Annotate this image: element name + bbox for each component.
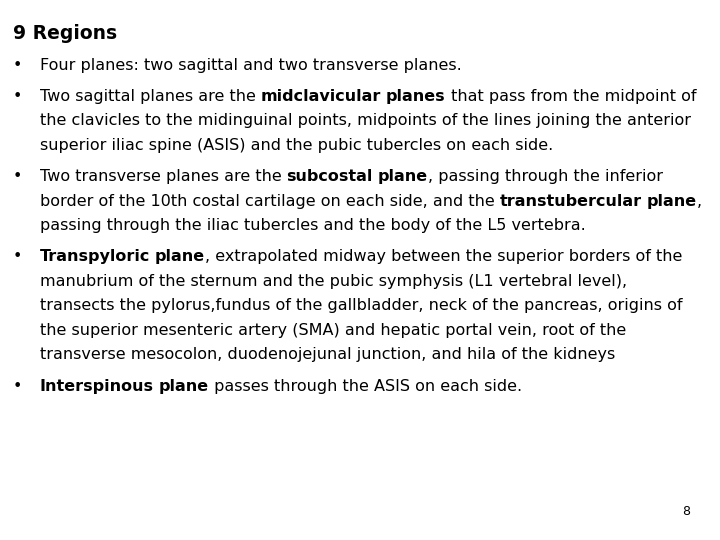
Text: Four planes: two sagittal and two transverse planes.: Four planes: two sagittal and two transv… <box>40 58 462 73</box>
Text: transects the pylorus,fundus of the gallbladder, neck of the pancreas, origins o: transects the pylorus,fundus of the gall… <box>40 298 682 313</box>
Text: subcostal: subcostal <box>287 169 373 184</box>
Text: •: • <box>13 58 22 73</box>
Text: •: • <box>13 169 22 184</box>
Text: passing through the iliac tubercles and the body of the L5 vertebra.: passing through the iliac tubercles and … <box>40 218 585 233</box>
Text: , passing through the inferior: , passing through the inferior <box>428 169 663 184</box>
Text: that pass from the midpoint of: that pass from the midpoint of <box>446 89 696 104</box>
Text: plane: plane <box>378 169 428 184</box>
Text: , extrapolated midway between the superior borders of the: , extrapolated midway between the superi… <box>205 249 683 264</box>
Text: •: • <box>13 249 22 264</box>
Text: Interspinous: Interspinous <box>40 379 153 394</box>
Text: 8: 8 <box>682 505 690 518</box>
Text: plane: plane <box>158 379 209 394</box>
Text: •: • <box>13 379 22 394</box>
Text: planes: planes <box>386 89 446 104</box>
Text: transtubercular: transtubercular <box>500 193 642 208</box>
Text: passes through the ASIS on each side.: passes through the ASIS on each side. <box>209 379 522 394</box>
Text: midclavicular: midclavicular <box>261 89 381 104</box>
Text: manubrium of the sternum and the pubic symphysis (L1 vertebral level),: manubrium of the sternum and the pubic s… <box>40 274 626 289</box>
Text: plane: plane <box>155 249 205 264</box>
Text: 9 Regions: 9 Regions <box>13 24 117 43</box>
Text: the superior mesenteric artery (SMA) and hepatic portal vein, root of the: the superior mesenteric artery (SMA) and… <box>40 323 626 338</box>
Text: ,: , <box>697 193 702 208</box>
Text: transverse mesocolon, duodenojejunal junction, and hila of the kidneys: transverse mesocolon, duodenojejunal jun… <box>40 347 615 362</box>
Text: Transpyloric: Transpyloric <box>40 249 150 264</box>
Text: superior iliac spine (ASIS) and the pubic tubercles on each side.: superior iliac spine (ASIS) and the pubi… <box>40 138 553 153</box>
Text: •: • <box>13 89 22 104</box>
Text: the clavicles to the midinguinal points, midpoints of the lines joining the ante: the clavicles to the midinguinal points,… <box>40 113 690 129</box>
Text: plane: plane <box>647 193 697 208</box>
Text: Two transverse planes are the: Two transverse planes are the <box>40 169 287 184</box>
Text: border of the 10th costal cartilage on each side, and the: border of the 10th costal cartilage on e… <box>40 193 500 208</box>
Text: Two sagittal planes are the: Two sagittal planes are the <box>40 89 261 104</box>
